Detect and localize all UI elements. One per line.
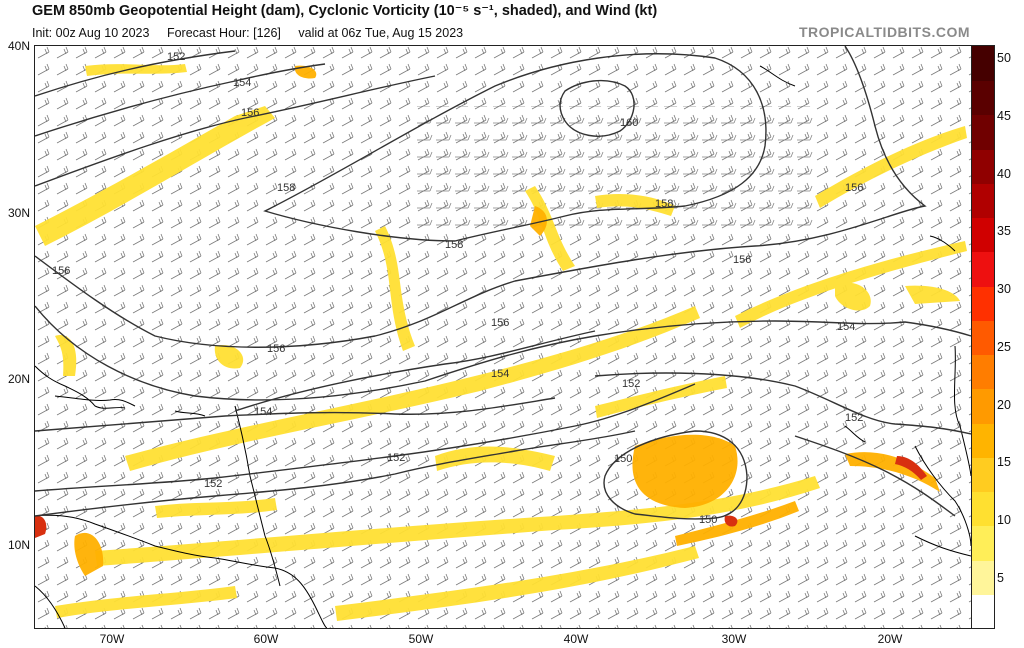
colorbar-tick-label: 20 [997,397,1011,412]
wind-barbs-calm-region [415,106,815,226]
lat-label-40n: 40N [7,39,30,53]
lon-label-40w: 40W [563,632,589,646]
map-panel: 152 154 156 160 158 158 158 156 156 156 … [34,45,972,629]
contour-label-158-right: 158 [655,198,673,210]
colorbar-segment [972,285,994,321]
colorbar-segment [972,422,994,458]
vorticity-shading-peak [35,456,927,538]
colorbar-segment [972,148,994,184]
contour-label-156-mid: 156 [491,317,509,329]
colorbar-segment [972,559,994,595]
contour-label-150-north: 150 [614,453,632,465]
contour-labels: 152 154 156 160 158 158 158 156 156 156 … [52,51,863,526]
colorbar-tick-label: 5 [997,571,1004,585]
contour-label-152-west: 152 [204,478,222,490]
init-time: Init: 00z Aug 10 2023 [32,26,150,40]
lon-label-30w: 30W [721,632,747,646]
contour-label-158-left: 158 [277,182,295,194]
colorbar-segment [972,46,994,82]
colorbar-segment [972,80,994,116]
colorbar-segment [972,114,994,150]
contour-label-152-center: 152 [387,452,405,464]
colorbar-segment [972,388,994,424]
vorticity-colorbar [971,45,995,629]
vorticity-shading [35,64,967,621]
weather-map: 152 154 156 160 158 158 158 156 156 156 … [35,46,971,628]
forecast-hour: Forecast Hour: [126] [166,26,281,40]
contour-label-154-top: 154 [233,77,251,89]
colorbar-segment [972,251,994,287]
brand-watermark: TROPICALTIDBITS.COM [798,24,970,40]
coastlines [35,65,971,628]
contour-label-150-south: 150 [699,514,717,526]
colorbar-segment [972,319,994,356]
colorbar-tick-label: 25 [997,339,1011,354]
lat-label-30n: 30N [7,206,30,220]
colorbar-tick-label: 40 [997,166,1011,181]
colorbar-tick-label: 45 [997,108,1011,123]
contour-label-154-east: 154 [837,321,855,333]
lon-label-60w: 60W [253,632,279,646]
colorbar-segment [972,456,994,493]
colorbar-segment [972,491,994,527]
valid-time: valid at 06z Tue, Aug 15 2023 [298,26,464,40]
header: GEM 850mb Geopotential Height (dam), Cyc… [0,0,1024,44]
contour-label-156-top: 156 [241,107,259,119]
contour-label-154-west: 154 [254,406,272,418]
colorbar-tick-label: 10 [997,513,1011,528]
colorbar-segment [972,593,994,628]
colorbar-segment [972,525,994,561]
contour-label-160: 160 [620,117,638,129]
map-title: GEM 850mb Geopotential Height (dam), Cyc… [32,3,658,19]
contour-label-152-top: 152 [167,51,185,63]
lon-label-50w: 50W [408,632,434,646]
map-subtitle: Init: 00z Aug 10 2023 Forecast Hour: [12… [32,26,477,40]
colorbar-segment [972,182,994,219]
colorbar-tick-label: 15 [997,455,1011,470]
contour-label-156-left: 156 [52,265,70,277]
colorbar-tick-label: 50 [997,51,1011,65]
lat-label-20n: 20N [7,372,30,386]
colorbar-tick-label: 35 [997,224,1011,239]
contour-label-152-east: 152 [845,412,863,424]
height-contours [35,46,971,520]
colorbar-tick-label: 30 [997,282,1011,297]
lon-label-70w: 70W [99,632,125,646]
contour-label-152-mid: 152 [622,378,640,390]
contour-label-156-right: 156 [845,182,863,194]
contour-label-158-mid: 158 [445,239,463,251]
contour-label-154-mid: 154 [491,368,509,380]
colorbar-segment [972,217,994,253]
lat-label-10n: 10N [7,538,30,552]
contour-label-156-east: 156 [733,254,751,266]
colorbar-segment [972,354,994,390]
lon-label-20w: 20W [877,632,903,646]
vorticity-shading-strong [74,65,940,576]
contour-label-156-south: 156 [267,343,285,355]
